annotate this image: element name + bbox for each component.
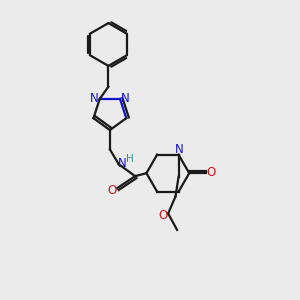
Text: N: N bbox=[90, 92, 99, 104]
Text: O: O bbox=[158, 209, 167, 222]
Text: N: N bbox=[121, 92, 130, 104]
Text: O: O bbox=[108, 184, 117, 197]
Text: O: O bbox=[206, 166, 216, 179]
Text: H: H bbox=[126, 154, 134, 164]
Text: N: N bbox=[118, 157, 127, 170]
Text: N: N bbox=[175, 143, 184, 156]
